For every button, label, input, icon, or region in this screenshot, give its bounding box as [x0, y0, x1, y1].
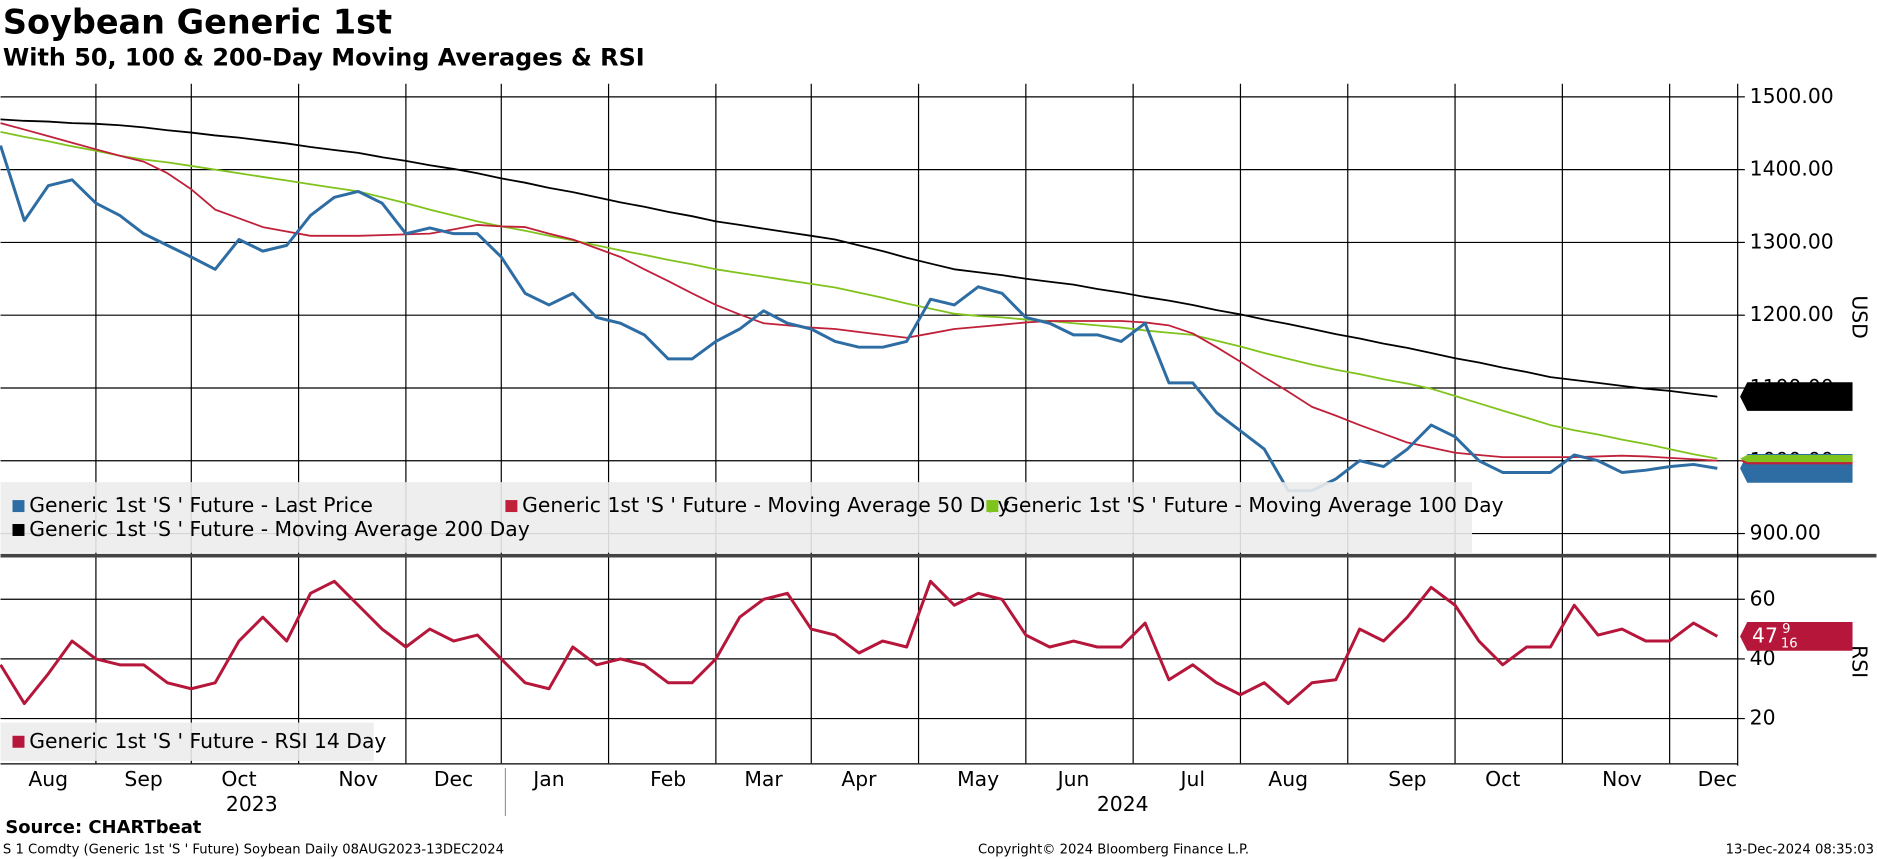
- series-line: [0, 145, 1718, 493]
- x-tick-label: Sep: [124, 767, 162, 791]
- ticker-info: S 1 Comdty (Generic 1st 'S ' Future) Soy…: [3, 842, 504, 857]
- label-part: 47: [1752, 623, 1778, 647]
- y-axis-label: USD: [1848, 295, 1872, 338]
- legend-label: Generic 1st 'S ' Future - Moving Average…: [1003, 493, 1503, 517]
- legend-swatch: [505, 500, 518, 513]
- x-tick-label: Oct: [1485, 767, 1520, 791]
- series-line: [0, 118, 1718, 398]
- last-value-tag: [1740, 454, 1853, 463]
- legend-swatch: [12, 524, 25, 536]
- legend-swatch: [12, 735, 25, 748]
- x-tick-label: Aug: [1268, 767, 1308, 791]
- y-tick-label: 1400.00: [1750, 157, 1834, 181]
- last-value-tag: [1740, 621, 1853, 651]
- legend-box: [0, 482, 1473, 553]
- legend-label: Generic 1st 'S ' Future - Moving Average…: [522, 493, 1010, 517]
- y-tick-label: 1200.00: [1750, 302, 1834, 326]
- y-tick-label: 60: [1750, 586, 1776, 610]
- x-tick-label: Nov: [338, 767, 378, 791]
- last-value-label: 47 9 16: [1752, 622, 1798, 651]
- series-line: [0, 130, 1718, 460]
- x-tick-label: Nov: [1602, 767, 1642, 791]
- chart-title: Soybean Generic 1st: [3, 2, 392, 41]
- y-tick-label: 1300.00: [1750, 229, 1834, 253]
- x-tick-label: Sep: [1388, 767, 1426, 791]
- legend-box: [0, 722, 374, 761]
- copyright: Copyright© 2024 Bloomberg Finance L.P.: [978, 842, 1249, 857]
- series-line: [0, 579, 1719, 706]
- x-tick-label: Jul: [1178, 767, 1205, 791]
- x-tick-label: Aug: [28, 767, 68, 791]
- x-tick-label: Feb: [650, 767, 686, 791]
- label-part: 16: [1781, 637, 1798, 652]
- x-tick-label: May: [957, 767, 999, 791]
- chart-subtitle: With 50, 100 & 200-Day Moving Averages &…: [3, 44, 645, 72]
- x-tick-label: Dec: [1698, 767, 1737, 791]
- legend-swatch: [986, 500, 999, 513]
- legend-label: Generic 1st 'S ' Future - Last Price: [29, 493, 373, 517]
- timestamp: 13-Dec-2024 08:35:03: [1726, 842, 1874, 857]
- x-tick-label: Apr: [841, 767, 877, 791]
- y-tick-label: 900.00: [1750, 521, 1821, 545]
- y-tick-label: 20: [1750, 706, 1776, 730]
- series-line: [0, 122, 1718, 462]
- source: Source: CHARTbeat: [5, 817, 201, 838]
- legend-label: Generic 1st 'S ' Future - RSI 14 Day: [29, 729, 386, 753]
- last-value-tag: [1740, 382, 1853, 411]
- x-tick-label: Jan: [531, 767, 564, 791]
- label-part: 9: [1778, 622, 1791, 637]
- y-tick-label: 1500.00: [1750, 84, 1834, 108]
- x-tick-label: Oct: [221, 767, 256, 791]
- x-tick-label: Jun: [1056, 767, 1090, 791]
- legend-label: Generic 1st 'S ' Future - Moving Average…: [29, 517, 529, 541]
- x-tick-label: Mar: [744, 767, 783, 791]
- x-year-label: 2024: [1097, 792, 1149, 816]
- x-year-label: 2023: [226, 792, 278, 816]
- legend-swatch: [12, 500, 25, 513]
- x-tick-label: Dec: [434, 767, 473, 791]
